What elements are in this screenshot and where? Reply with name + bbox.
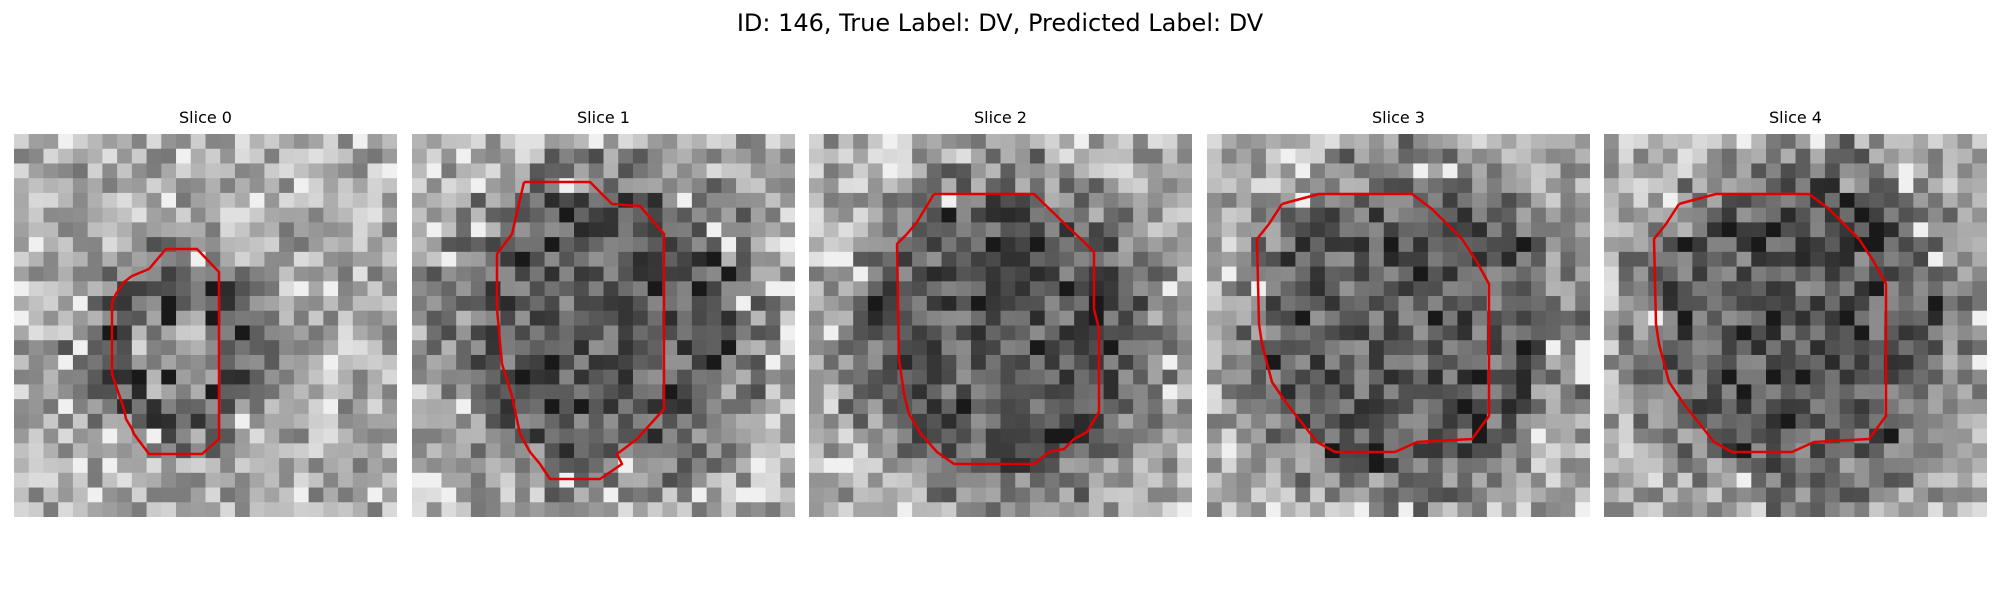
segmentation-contour — [495, 180, 666, 481]
slice-panel: Slice 3 — [1207, 108, 1590, 517]
slice-title: Slice 1 — [577, 108, 630, 127]
slice-title: Slice 4 — [1769, 108, 1822, 127]
slice-title: Slice 2 — [974, 108, 1027, 127]
segmentation-contour — [895, 192, 1101, 466]
segmentation-contour — [1255, 192, 1491, 454]
slice-image — [412, 134, 795, 517]
slice-image — [809, 134, 1192, 517]
slice-panel: Slice 4 — [1604, 108, 1987, 517]
slice-panel: Slice 2 — [809, 108, 1192, 517]
slice-image — [1207, 134, 1590, 517]
slice-image — [1604, 134, 1987, 517]
segmentation-contour — [110, 247, 221, 456]
slice-title: Slice 0 — [179, 108, 232, 127]
slice-panel: Slice 1 — [412, 108, 795, 517]
figure-title: ID: 146, True Label: DV, Predicted Label… — [736, 9, 1264, 37]
slice-image — [14, 134, 397, 517]
slice-panel: Slice 0 — [14, 108, 397, 517]
segmentation-contour — [1652, 192, 1888, 454]
slice-title: Slice 3 — [1372, 108, 1425, 127]
